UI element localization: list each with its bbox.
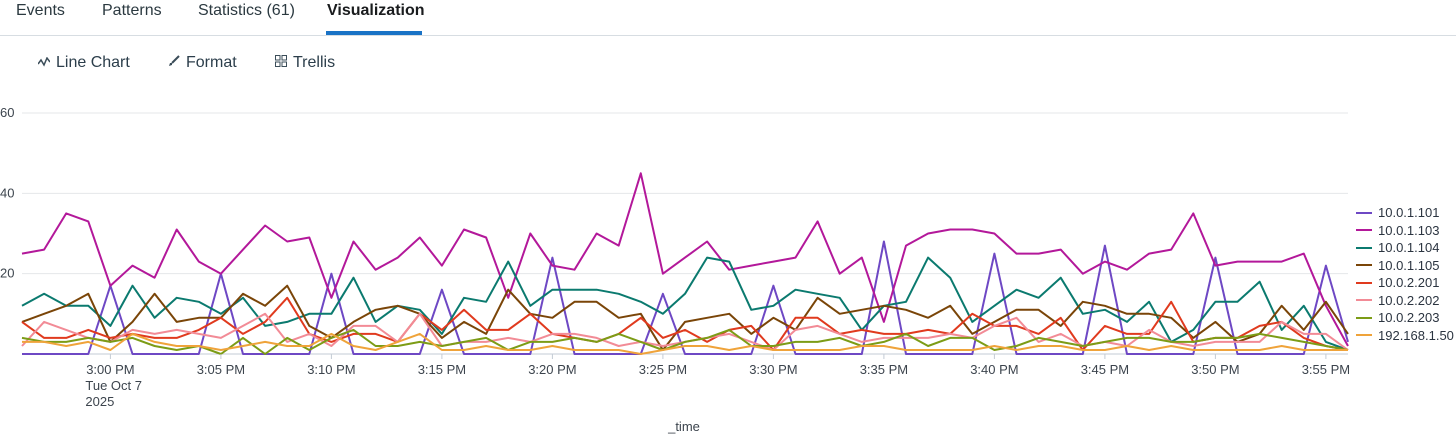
legend-label: 10.0.2.202 <box>1378 292 1440 308</box>
x-tick-label: 3:45 PM <box>1081 362 1129 377</box>
legend-item[interactable]: 10.0.2.203 <box>1356 310 1454 328</box>
x-tick-label: 3:20 PM <box>528 362 576 377</box>
tab-statistics[interactable]: Statistics (61) <box>198 2 295 19</box>
x-tick-label: 3:10 PM <box>307 362 355 377</box>
legend-label: 192.168.1.50 <box>1378 327 1454 343</box>
x-tick-label: 3:25 PM <box>639 362 687 377</box>
legend-label: 10.0.1.105 <box>1378 257 1440 273</box>
legend-swatch <box>1356 246 1372 249</box>
line-chart-icon <box>37 55 52 70</box>
x-tick-label: 3:05 PM <box>197 362 245 377</box>
legend-item[interactable]: 10.0.1.105 <box>1356 258 1454 276</box>
legend-label: 10.0.1.104 <box>1378 240 1440 255</box>
series-line-10.0.2.201[interactable] <box>21 296 1349 351</box>
x-axis-label: _time <box>667 419 700 434</box>
y-tick-label: 40 <box>0 185 14 200</box>
format-button[interactable]: Format <box>168 54 237 72</box>
legend-swatch <box>1356 229 1372 232</box>
brush-icon <box>168 55 182 70</box>
tab-bar: Events Patterns Statistics (61) Visualiz… <box>0 0 1456 36</box>
legend-swatch <box>1356 281 1372 284</box>
trellis-button[interactable]: Trellis <box>275 54 335 72</box>
legend-item[interactable]: 10.0.1.101 <box>1356 205 1454 223</box>
tab-patterns[interactable]: Patterns <box>102 2 162 19</box>
line-chart-label: Line Chart <box>56 54 130 71</box>
legend-swatch <box>1356 211 1372 214</box>
legend-swatch <box>1356 264 1372 267</box>
series-line-192.168.1.50[interactable] <box>22 332 1348 355</box>
x-tick-sublabel: Tue Oct 7 <box>85 378 142 393</box>
x-tick-label: 3:15 PM <box>418 362 466 377</box>
x-tick-label: 3:55 PM <box>1302 362 1350 377</box>
y-tick-label: 60 <box>0 105 14 120</box>
trellis-label: Trellis <box>293 54 336 71</box>
legend-swatch <box>1356 334 1372 337</box>
series-line-10.0.1.104[interactable] <box>21 256 1349 351</box>
series-line-10.0.1.105[interactable] <box>21 284 1349 351</box>
x-tick-label: 3:40 PM <box>970 362 1018 377</box>
grid-icon <box>275 55 289 70</box>
tab-visualization[interactable]: Visualization <box>327 2 425 19</box>
series-line-10.0.2.202[interactable] <box>21 312 1349 351</box>
legend-label: 10.0.2.203 <box>1378 310 1440 325</box>
legend-label: 10.0.1.103 <box>1378 222 1440 238</box>
x-tick-label: 3:30 PM <box>749 362 797 377</box>
series-line-10.0.1.101[interactable] <box>22 240 1349 355</box>
x-tick-label: 3:35 PM <box>860 362 908 377</box>
legend-item[interactable]: 10.0.1.104 <box>1356 240 1454 258</box>
series-line-10.0.1.103[interactable] <box>21 172 1349 347</box>
chart-series <box>21 172 1349 355</box>
legend-label: 10.0.2.201 <box>1378 275 1440 290</box>
legend-swatch <box>1356 299 1372 302</box>
x-tick-sublabel: 2025 <box>85 394 114 409</box>
legend-item[interactable]: 10.0.1.103 <box>1356 223 1454 241</box>
x-tick-label: 3:50 PM <box>1191 362 1239 377</box>
tab-events[interactable]: Events <box>16 2 65 19</box>
series-line-10.0.2.203[interactable] <box>21 328 1349 355</box>
x-tick-label: 3:00 PM <box>86 362 134 377</box>
chart-gridlines: 20 40 60 <box>0 105 1348 355</box>
format-label: Format <box>186 54 237 71</box>
legend-item[interactable]: 10.0.2.202 <box>1356 293 1454 311</box>
chart-legend: 10.0.1.101 10.0.1.103 10.0.1.104 10.0.1.105… <box>1356 205 1454 345</box>
line-chart-button[interactable]: Line Chart <box>37 54 130 72</box>
legend-item[interactable]: 192.168.1.50 <box>1356 328 1454 346</box>
legend-item[interactable]: 10.0.2.201 <box>1356 275 1454 293</box>
y-tick-label: 20 <box>0 266 14 281</box>
legend-swatch <box>1356 316 1372 319</box>
active-tab-indicator <box>326 31 422 35</box>
legend-label: 10.0.1.101 <box>1378 205 1440 220</box>
